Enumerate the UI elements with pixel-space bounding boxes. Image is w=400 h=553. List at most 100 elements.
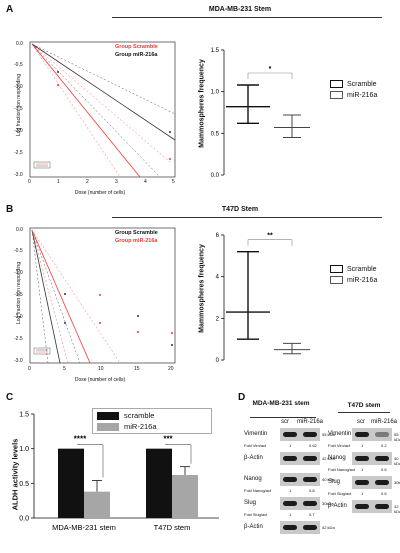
fold-change-value: 1 <box>289 512 292 517</box>
blot-band <box>303 432 317 437</box>
x-tick: 0 <box>28 366 31 372</box>
legend-group2: Group miR-216a <box>115 238 158 244</box>
bar <box>146 448 172 518</box>
y-tick: 0.0 <box>16 227 23 233</box>
fold-change-value: 0.62 <box>309 443 317 448</box>
blot-title-underline-right <box>338 412 390 413</box>
legend-label: scramble <box>124 411 155 420</box>
y-tick: -1.0 <box>14 270 23 276</box>
boxplot-b-svg: 0 2 4 6 ** <box>216 233 310 364</box>
bar <box>172 475 198 518</box>
x-tick: 2 <box>86 179 89 185</box>
legend-a: Scramble miR-216a <box>330 80 400 99</box>
y-tick-label: 0.5 <box>211 131 220 137</box>
significance-label: **** <box>74 435 87 444</box>
lda-xlabel: Dose (number of cells) <box>74 190 126 196</box>
legend-group1: Group Scramble <box>115 230 158 236</box>
bar-chart-c-svg: 0.0 0.5 1.0 1.5 **** MDA-MB-231 stem *** T47D s… <box>19 412 219 532</box>
y-tick-label: 1.5 <box>211 48 220 54</box>
blot-band <box>283 456 297 461</box>
x-tick: 4 <box>144 179 147 185</box>
x-tick: 10 <box>98 366 104 372</box>
y-tick-label: 0 <box>216 358 220 364</box>
fit-line-mir216a <box>31 229 91 364</box>
y-tick: -2.5 <box>14 336 23 342</box>
panel-label-d: D <box>238 392 246 403</box>
legend-item-scramble: scramble <box>97 411 207 420</box>
fold-change-label: Fold Slug/act <box>244 512 268 517</box>
x-category-label: T47D stem <box>154 523 191 532</box>
legend-item-scramble: Scramble <box>330 80 400 88</box>
legend-swatch-mir216a <box>330 91 343 99</box>
x-category-label: MDA-MB-231 stem <box>52 523 116 532</box>
legend-label: miR-216a <box>347 91 378 99</box>
data-point <box>137 331 139 333</box>
blot-image <box>280 521 320 534</box>
legend-c: scramble miR-216a <box>92 408 212 434</box>
fold-change-label: Fold Vim/act <box>244 443 267 448</box>
panel-label-a: A <box>6 4 14 15</box>
blot-title-underline-left <box>250 417 316 418</box>
fold-change-label: Fold Nanog/act <box>328 467 356 472</box>
blot-image <box>280 473 320 486</box>
y-tick-label: 1.0 <box>19 446 29 453</box>
boxplot-a-svg: 0.0 0.5 1.0 1.5 * <box>211 48 310 179</box>
lda-plot-b-svg <box>29 227 176 364</box>
blot-band <box>283 501 297 506</box>
fold-change-value: 1 <box>289 488 292 493</box>
blot-band <box>375 432 389 437</box>
blot-band <box>303 525 317 530</box>
plot-frame <box>29 41 176 178</box>
blot-kda-label: 42 kDa <box>322 456 335 461</box>
y-tick-label: 1.0 <box>211 90 220 96</box>
fold-change-value: 1 <box>289 443 292 448</box>
y-tick-label: 0.0 <box>211 173 220 179</box>
blot-band <box>303 501 317 506</box>
blot-title-left: MDA-MB-231 stem <box>252 400 310 407</box>
y-tick: -3.0 <box>14 358 23 364</box>
y-tick: -1.0 <box>14 84 23 90</box>
data-point <box>137 315 139 317</box>
lda-xlabel: Dose (number of cells) <box>74 377 126 383</box>
blot-protein-label: Nanog <box>244 476 262 482</box>
fold-change-value: 0.7 <box>309 512 315 517</box>
lda-plot-a: Group Scramble Group miR-216a Log fracti… <box>10 22 180 202</box>
blot-kda-label: 30kDa <box>394 480 400 485</box>
boxplot-a: 0.0 0.5 1.0 1.5 * Mammospheres frequency <box>192 40 322 190</box>
section-divider-a <box>112 17 382 18</box>
blot-band <box>375 480 389 485</box>
y-tick: 0.0 <box>16 41 23 47</box>
fit-line-mir216a <box>31 43 176 141</box>
fold-change-value: 0.8 <box>309 488 315 493</box>
blot-band <box>375 456 389 461</box>
blot-protein-label: Vimentin <box>244 431 268 437</box>
lane-label-scr: scr <box>281 419 289 425</box>
y-tick: -0.5 <box>14 62 23 68</box>
significance-label: ** <box>267 233 273 240</box>
blot-band <box>303 477 317 482</box>
blot-image <box>280 497 320 510</box>
fold-change-label: Fold Slug/act <box>328 491 352 496</box>
bar-chart-c: 0.0 0.5 1.0 1.5 **** MDA-MB-231 stem *** T47D s… <box>4 400 229 548</box>
blot-image <box>352 476 392 489</box>
y-tick-label: 1.5 <box>19 412 29 419</box>
plot-frame <box>29 227 176 364</box>
mini-legend-box <box>33 161 51 169</box>
blot-protein-label: Slug <box>328 479 341 485</box>
blot-kda-label: 55 kDa <box>322 432 335 437</box>
blot-protein-label: Slug <box>244 500 257 506</box>
legend-swatch-mir216a <box>97 422 119 431</box>
y-tick-label: 2 <box>216 316 220 322</box>
y-tick-label: 6 <box>216 233 220 239</box>
lda-plot-b: Group Scramble Group miR-216a Log fracti… <box>10 220 180 390</box>
section-title-b: T47D Stem <box>221 206 259 213</box>
blot-band <box>355 456 369 461</box>
blot-kda-label: 40 kDa <box>322 477 335 482</box>
y-tick: -2.5 <box>14 150 23 156</box>
blot-band <box>355 480 369 485</box>
x-tick: 5 <box>172 179 175 185</box>
boxplot-a-ylabel: Mammospheres frequency <box>198 59 206 148</box>
legend-label: Scramble <box>347 80 377 88</box>
blot-band <box>375 504 389 509</box>
ci-line-mir216a-lower <box>31 43 161 178</box>
